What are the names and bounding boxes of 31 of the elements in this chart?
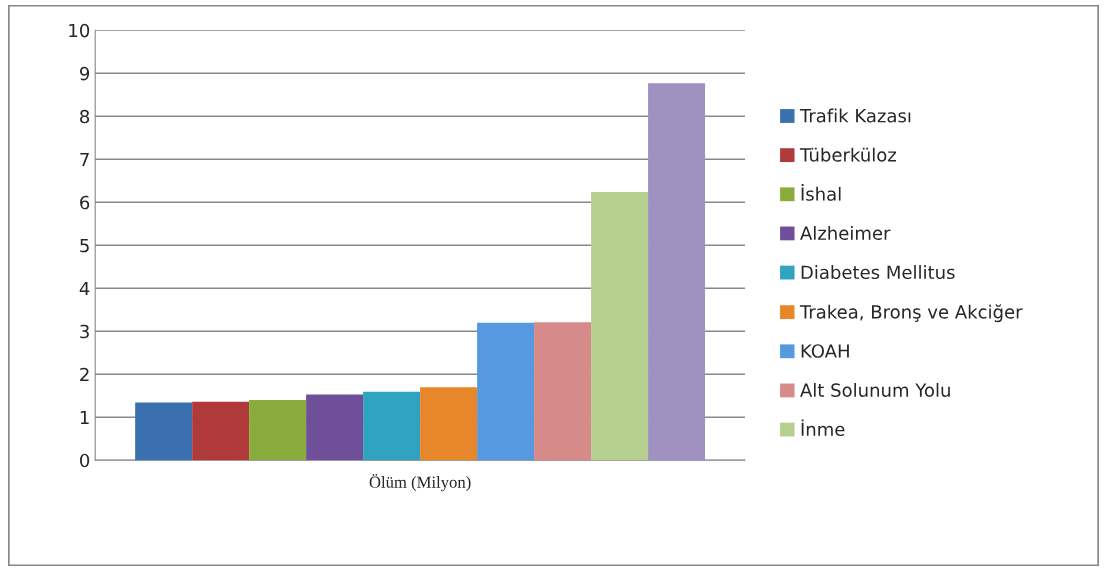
legend-label: İnme: [801, 419, 845, 437]
y-tick-label: 1: [80, 410, 89, 425]
y-tick-label: 2: [80, 367, 89, 382]
legend-label: Trafik Kazası: [799, 108, 911, 123]
legend-label: Alzheimer: [800, 225, 891, 240]
x-tick-label: Ölüm (Milyon): [369, 474, 471, 492]
y-tick-label: 0: [80, 453, 90, 468]
legend-label: Alt Solunum Yolu: [800, 382, 950, 397]
bar: [534, 322, 592, 461]
bar: [306, 394, 364, 461]
bar: [477, 322, 535, 461]
bar: [363, 391, 421, 461]
bar: [249, 400, 307, 461]
y-tick-label: 4: [79, 281, 90, 296]
legend-label: KOAH: [801, 344, 849, 358]
y-tick-label: 5: [80, 238, 89, 253]
bar: [192, 401, 250, 461]
y-tick-label: 8: [80, 109, 90, 124]
legend-label: Tüberküloz: [799, 147, 897, 162]
y-tick-label: 3: [80, 324, 89, 339]
bar: [591, 191, 649, 461]
legend-label: Diabetes Mellitus: [801, 265, 955, 280]
y-tick-label: 9: [79, 66, 90, 81]
bar: [648, 83, 706, 461]
y-tick-label: 6: [80, 195, 90, 210]
y-tick-label: 7: [80, 152, 89, 167]
bar: [420, 387, 478, 461]
y-tick-label: 10: [69, 23, 90, 38]
legend-label: Trakea, Bronş ve Akciğer: [799, 304, 1023, 323]
legend-label: İshal: [801, 184, 841, 201]
bar: [135, 402, 193, 461]
